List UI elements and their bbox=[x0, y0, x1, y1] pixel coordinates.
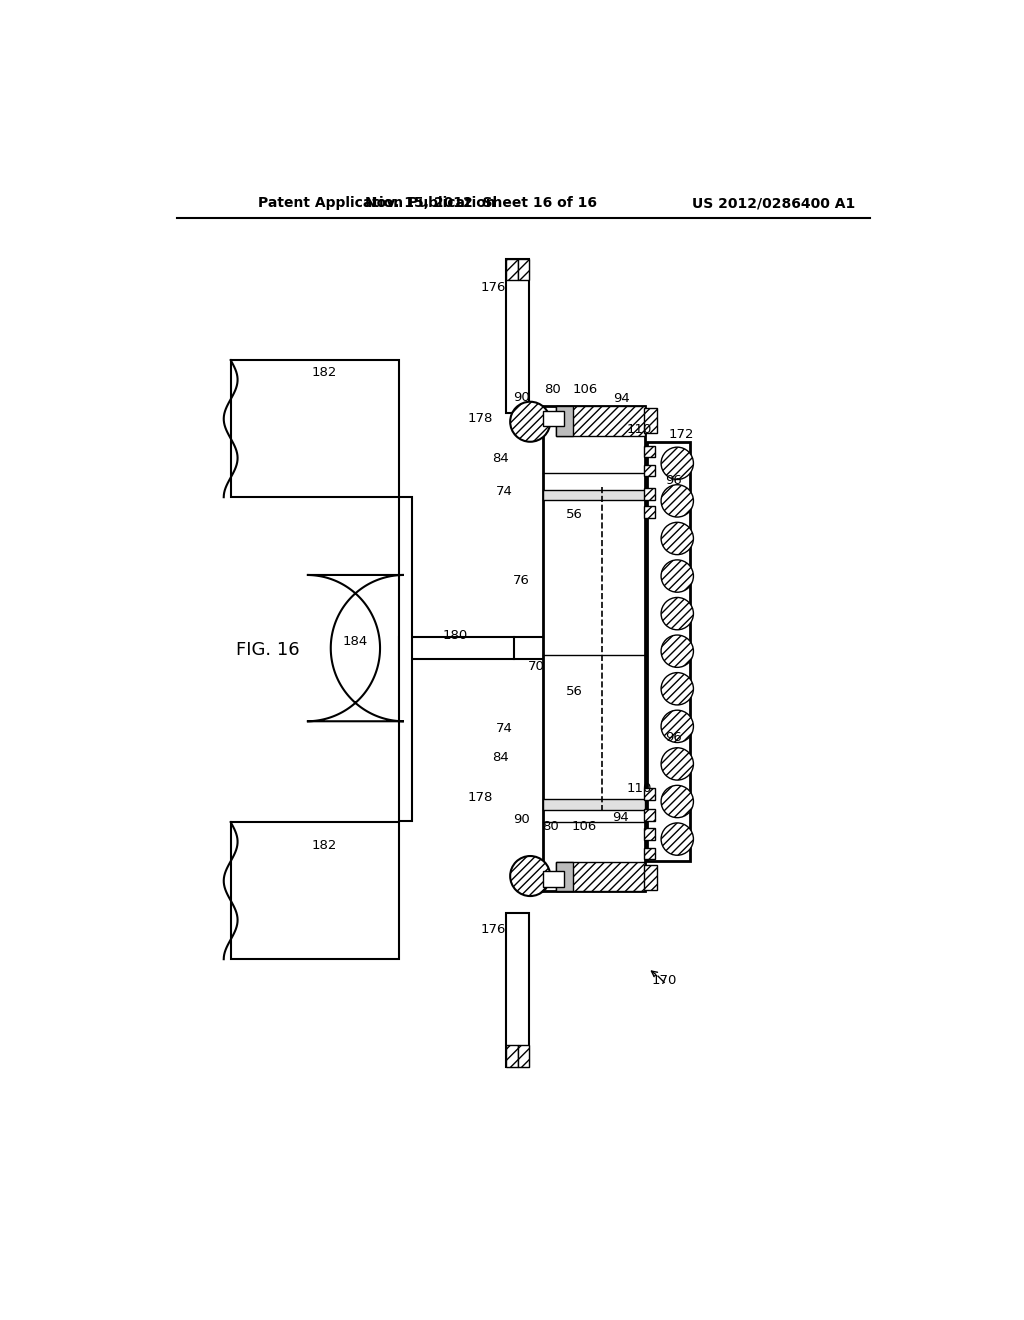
Text: Patent Application Publication: Patent Application Publication bbox=[258, 197, 496, 210]
Bar bbox=[644, 847, 655, 859]
Text: FIG. 16: FIG. 16 bbox=[236, 640, 299, 659]
Circle shape bbox=[662, 523, 693, 554]
Text: 70: 70 bbox=[528, 660, 545, 673]
Bar bbox=[644, 809, 655, 821]
Text: 184: 184 bbox=[343, 635, 368, 648]
Bar bbox=[506, 1045, 518, 1067]
Text: 106: 106 bbox=[573, 383, 598, 396]
Circle shape bbox=[662, 822, 693, 855]
Bar bbox=[644, 829, 655, 840]
Bar bbox=[506, 259, 518, 280]
Text: 74: 74 bbox=[496, 722, 512, 735]
Text: 90: 90 bbox=[513, 813, 530, 825]
Bar bbox=[544, 407, 645, 891]
Text: 96: 96 bbox=[665, 474, 682, 487]
Text: 74: 74 bbox=[496, 484, 512, 498]
Bar bbox=[644, 866, 657, 890]
Text: 96: 96 bbox=[665, 731, 682, 744]
Circle shape bbox=[662, 447, 693, 479]
Text: 56: 56 bbox=[566, 685, 584, 698]
Bar bbox=[644, 465, 655, 477]
Text: 180: 180 bbox=[442, 630, 468, 643]
Bar bbox=[644, 488, 655, 499]
Bar bbox=[543, 411, 564, 426]
Bar bbox=[556, 862, 645, 891]
Text: 110: 110 bbox=[627, 781, 652, 795]
Bar bbox=[518, 1045, 529, 1067]
Polygon shape bbox=[307, 576, 403, 721]
Bar bbox=[644, 446, 655, 457]
Bar bbox=[556, 407, 572, 436]
Text: 182: 182 bbox=[312, 838, 337, 851]
Bar bbox=[556, 407, 645, 436]
Bar bbox=[544, 490, 645, 500]
Text: US 2012/0286400 A1: US 2012/0286400 A1 bbox=[692, 197, 855, 210]
Bar bbox=[398, 498, 412, 821]
Text: 80: 80 bbox=[544, 383, 561, 396]
Text: 94: 94 bbox=[612, 810, 629, 824]
Circle shape bbox=[662, 560, 693, 593]
Text: 170: 170 bbox=[651, 974, 677, 987]
Text: 110: 110 bbox=[627, 422, 652, 436]
Circle shape bbox=[510, 855, 550, 896]
Text: 178: 178 bbox=[467, 412, 493, 425]
Text: 178: 178 bbox=[467, 791, 493, 804]
Text: 172: 172 bbox=[669, 428, 694, 441]
Circle shape bbox=[662, 635, 693, 668]
Bar bbox=[506, 259, 529, 412]
Bar bbox=[543, 871, 564, 887]
Bar bbox=[230, 360, 398, 498]
Text: 94: 94 bbox=[613, 392, 630, 405]
Circle shape bbox=[662, 785, 693, 817]
Text: Nov. 15, 2012  Sheet 16 of 16: Nov. 15, 2012 Sheet 16 of 16 bbox=[365, 197, 597, 210]
Text: 76: 76 bbox=[513, 574, 529, 587]
Text: 176: 176 bbox=[480, 281, 506, 294]
Text: 106: 106 bbox=[571, 820, 597, 833]
Circle shape bbox=[510, 401, 550, 442]
Text: 56: 56 bbox=[566, 508, 584, 520]
Text: 176: 176 bbox=[480, 924, 506, 936]
Circle shape bbox=[662, 484, 693, 517]
Bar bbox=[398, 638, 514, 659]
Bar bbox=[644, 408, 657, 433]
Bar bbox=[544, 799, 645, 809]
Bar bbox=[647, 442, 689, 861]
Circle shape bbox=[662, 747, 693, 780]
Circle shape bbox=[662, 710, 693, 743]
Circle shape bbox=[662, 598, 693, 630]
Circle shape bbox=[662, 673, 693, 705]
Text: 90: 90 bbox=[513, 391, 530, 404]
Bar bbox=[644, 788, 655, 800]
Bar bbox=[506, 913, 529, 1067]
Bar bbox=[518, 259, 529, 280]
Text: 84: 84 bbox=[493, 751, 509, 764]
Bar bbox=[644, 507, 655, 517]
Bar bbox=[556, 862, 572, 891]
Text: 182: 182 bbox=[312, 366, 337, 379]
Bar bbox=[230, 822, 398, 960]
Text: 84: 84 bbox=[493, 453, 509, 465]
Text: 80: 80 bbox=[543, 820, 559, 833]
